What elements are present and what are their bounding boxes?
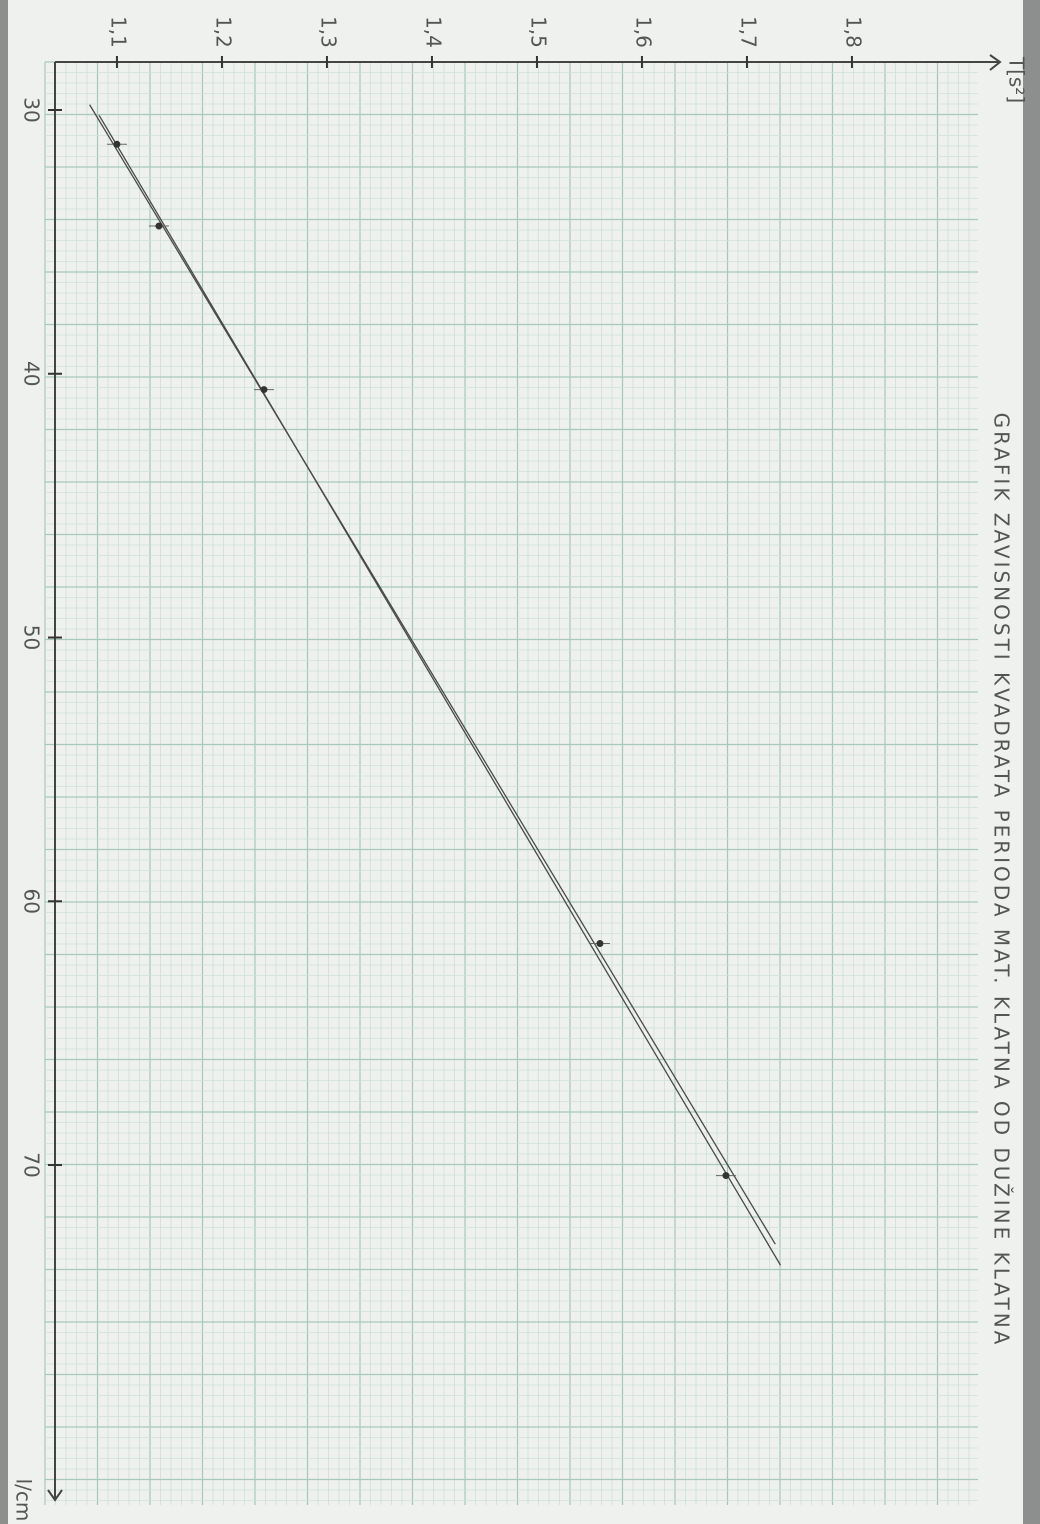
y-tick-label: 1,4 bbox=[421, 16, 445, 48]
y-tick-label: 1,8 bbox=[841, 16, 865, 48]
y-tick-label: 1,6 bbox=[631, 16, 655, 48]
x-tick-label: 40 bbox=[20, 361, 44, 386]
point bbox=[596, 940, 603, 947]
x-tick-label: 50 bbox=[20, 625, 44, 650]
x-tick-label: 70 bbox=[20, 1152, 44, 1177]
y-tick-label: 1,7 bbox=[736, 16, 760, 48]
y-tick-label: 1,3 bbox=[316, 16, 340, 48]
point bbox=[722, 1172, 729, 1179]
y-tick-label: 1,5 bbox=[526, 16, 550, 48]
point bbox=[113, 141, 120, 148]
x-tick-label: 30 bbox=[20, 97, 44, 122]
page: {"chart_data": {"type": "scatter", "titl… bbox=[0, 0, 1040, 1524]
y-tick-label: 1,2 bbox=[211, 16, 235, 48]
y-tick-label: 1,1 bbox=[106, 16, 130, 48]
x-axis-label: l/cm bbox=[12, 1479, 36, 1522]
chart-title: GRAFIK ZAVISNOSTI KVADRATA PERIODA MAT. … bbox=[990, 413, 1014, 1348]
x-tick-label: 60 bbox=[20, 889, 44, 914]
point bbox=[260, 386, 267, 393]
y-axis-label: T[s²] bbox=[1005, 56, 1029, 103]
point bbox=[155, 223, 162, 230]
chart: GRAFIK ZAVISNOSTI KVADRATA PERIODA MAT. … bbox=[0, 0, 1040, 1524]
